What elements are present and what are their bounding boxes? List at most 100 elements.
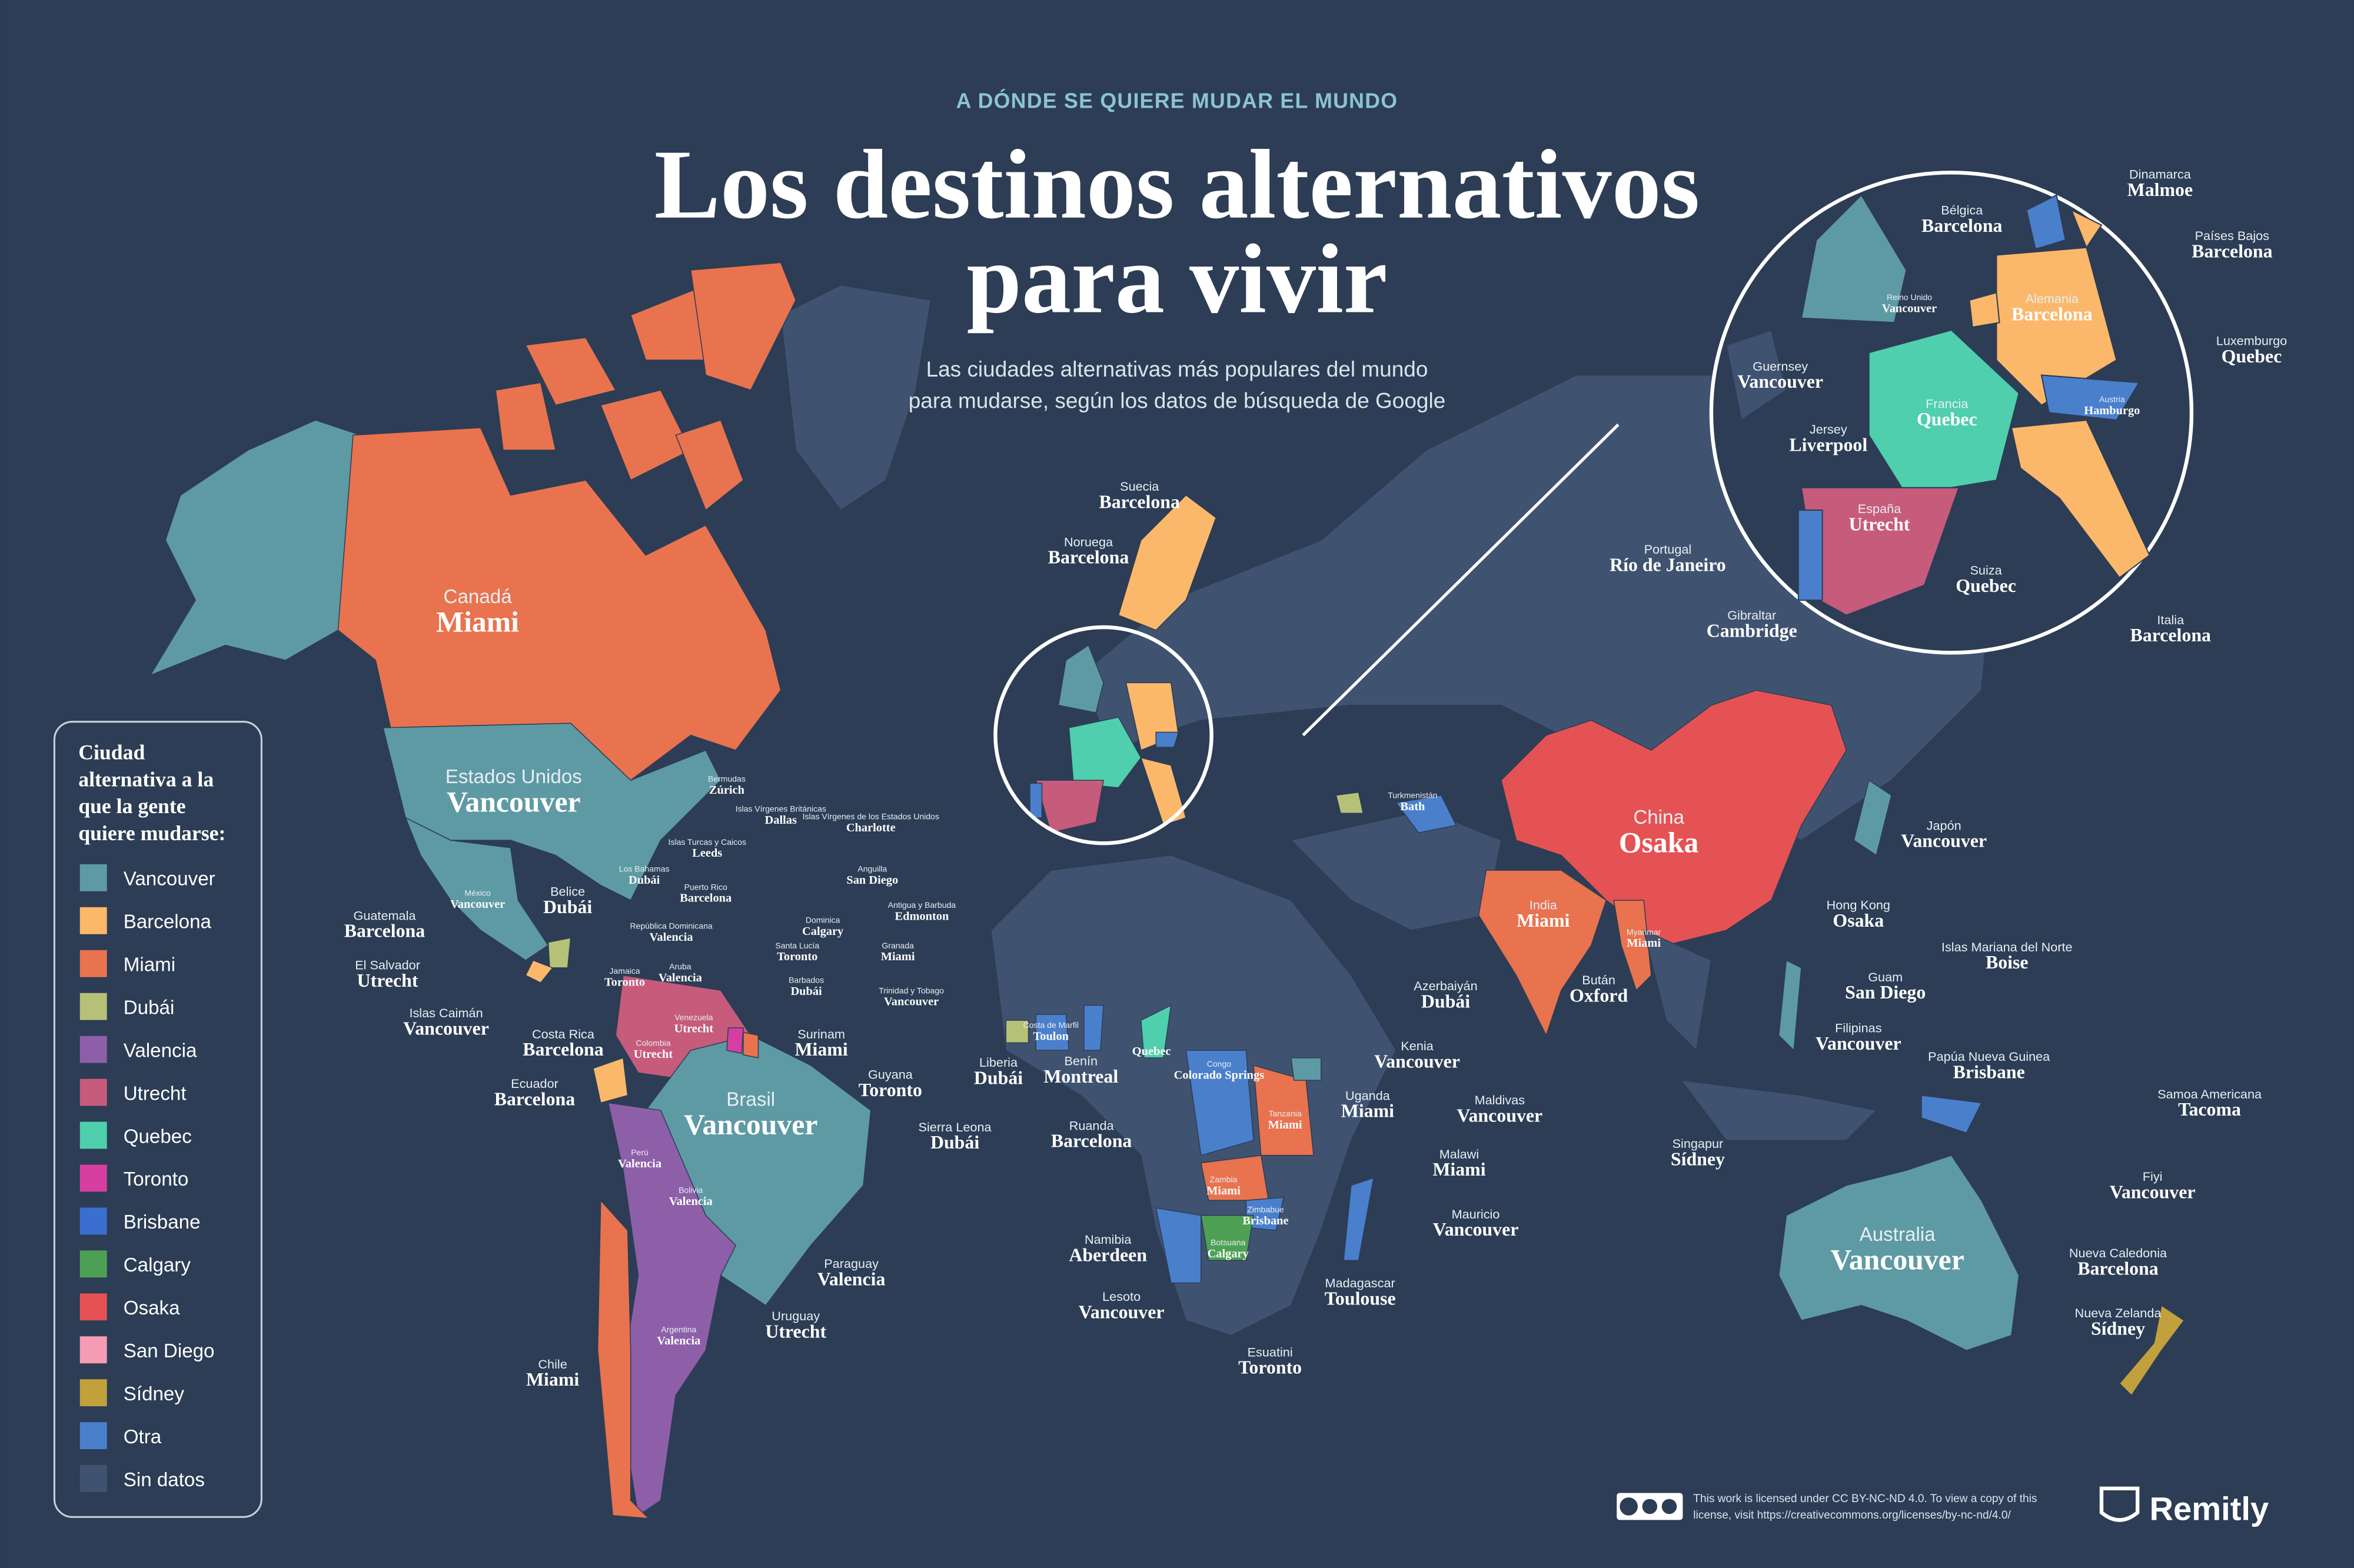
legend-swatch [79,1250,107,1278]
legend-swatch [79,1422,107,1450]
country-shape [495,382,557,451]
country-name: Tanzania [1269,1108,1302,1118]
alternative-city: Bath [1400,800,1425,813]
legend-swatch [79,1207,107,1235]
country-shape [1853,779,1892,856]
alternative-city: Vancouver [1079,1301,1165,1322]
alternative-city: Vancouver [1816,1033,1901,1054]
country-name: Luxemburgo [2216,334,2287,348]
alternative-city: Miami [1432,1159,1485,1180]
country-shape [1680,1080,1877,1141]
country-name: Samoa Americana [2157,1087,2262,1101]
country-name: Islas Turcas y Caicos [669,837,746,847]
country-name: Jamaica [609,966,640,976]
alternative-city: Valencia [618,1157,661,1170]
country-name: Fiyi [2143,1169,2163,1184]
alternative-city: Valencia [669,1195,713,1208]
alternative-city: Dubái [790,985,822,998]
alternative-city: Barcelona [1099,491,1181,512]
legend-label: Vancouver [124,868,215,890]
country-name: Malawi [1439,1147,1479,1161]
country-name: Trinidad y Tobago [879,986,944,995]
alternative-city: Montreal [1043,1066,1118,1087]
country-shape [1185,1050,1254,1156]
alternative-city: Vancouver [1882,302,1937,315]
country-shape [547,937,571,968]
country-name: España [1858,501,1901,516]
country-shape [1118,494,1217,631]
alternative-city: Barcelona [2011,304,2093,324]
country-name: México [464,888,491,897]
legend-label: Brisbane [124,1211,201,1233]
country-name: Mauricio [1452,1207,1500,1221]
country-name: Guernsey [1753,359,1808,374]
title: Los destinos alternativos [654,130,1700,239]
alternative-city: Barcelona [2130,625,2212,645]
alternative-city: Vancouver [1433,1219,1519,1240]
country-name: Gibraltar [1727,608,1776,622]
alternative-city: Utrecht [765,1321,826,1342]
country-name: Kenia [1401,1038,1434,1053]
alternative-city: Leeds [692,847,722,860]
country-name: Uruguay [772,1309,820,1323]
legend-swatch [79,1164,107,1192]
legend-label: Sídney [124,1383,185,1405]
alternative-city: Quebec [1956,575,2016,596]
country-shape [1725,329,1787,421]
country-name: Suiza [1970,563,2002,578]
alternative-city: Osaka [1619,827,1699,859]
country-name: Jersey [1810,422,1847,437]
country-name: Brasil [726,1089,775,1111]
brand-name: Remitly [2150,1490,2269,1527]
country-name: Azerbaiyán [1414,978,1477,993]
country-name: Surinam [797,1027,845,1041]
alternative-city: Toronto [859,1080,922,1100]
country-name: Alemania [2026,291,2079,306]
country-name: Turkmenistán [1388,791,1437,800]
alternative-city: Zúrich [709,784,745,797]
license-text: license, visit https://creativecommons.o… [1693,1509,2011,1522]
country-shape [1797,510,1823,601]
license-text: This work is licensed under CC BY-NC-ND … [1693,1493,2037,1505]
alternative-city: Miami [526,1369,579,1390]
alternative-city: Osaka [1833,910,1884,931]
country-shape [2119,1304,2185,1396]
country-name: Santa Lucía [775,941,819,950]
country-shape [690,262,797,391]
alternative-city: San Diego [1845,982,1926,1003]
country-name: Hong Kong [1827,897,1890,912]
country-name: Botsuana [1211,1238,1245,1247]
country-name: Liberia [979,1055,1018,1070]
country-name: Singapur [1673,1136,1724,1151]
country-shape [1778,1154,2020,1351]
alternative-city: Liverpool [1789,434,1867,455]
alternative-city: Hamburgo [2084,404,2140,417]
inset-map [1725,194,2150,616]
country-name: Islas Vírgenes Británicas [736,804,826,814]
country-shape [1501,690,1847,946]
alternative-city: Aberdeen [1069,1244,1147,1265]
alternative-city: Brisbane [1953,1061,2025,1082]
country-name: Guam [1868,970,1903,984]
country-name: Países Bajos [2195,228,2270,243]
alternative-city: Dubái [974,1068,1023,1088]
country-name: Bélgica [1941,203,1983,218]
country-name: Antigua y Barbuda [888,900,956,910]
country-shape [1395,794,1457,834]
alternative-city: Calgary [802,925,843,938]
country-name: Islas Mariana del Norte [1941,940,2073,954]
alternative-city: Dubái [930,1132,979,1153]
country-shape [1800,194,1907,324]
alternative-city: Charlotte [846,821,896,834]
country-name: Canadá [444,586,513,608]
country-name: Islas Caimán [409,1006,483,1020]
alternative-city: Miami [881,950,915,963]
alternative-city: Brisbane [1242,1214,1288,1227]
country-shape [1290,1057,1322,1081]
legend-label: San Diego [124,1340,215,1362]
country-name: Japón [1927,818,1961,833]
country-name: Portugal [1644,542,1692,557]
country-shape [1335,791,1364,814]
alternative-city: Vancouver [1457,1105,1542,1126]
